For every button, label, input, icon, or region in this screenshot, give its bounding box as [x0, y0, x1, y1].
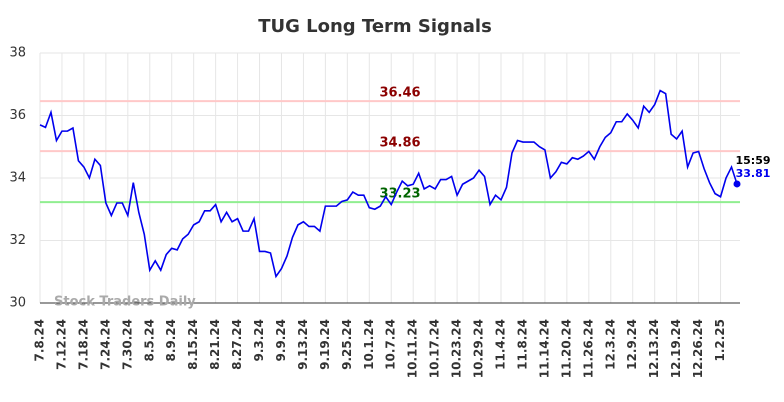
price-line: [39, 89, 738, 279]
x-tick-label: 12.3.24: [603, 319, 617, 370]
last-point: [733, 180, 741, 188]
x-tick-label: 9.13.24: [296, 319, 310, 370]
y-tick-label: 38: [9, 46, 26, 61]
x-tick-label: 10.11.24: [406, 319, 420, 378]
chart-title: TUG Long Term Signals: [258, 16, 492, 37]
reference-label: 36.46: [379, 86, 420, 101]
x-tick-label: 7.24.24: [98, 319, 112, 370]
y-tick-label: 32: [9, 233, 26, 248]
x-tick-label: 11.14.24: [537, 319, 551, 378]
x-tick-label: 9.3.24: [252, 319, 266, 362]
x-tick-label: 8.15.24: [186, 319, 200, 370]
x-tick-label: 10.29.24: [472, 319, 486, 378]
y-tick-label: 36: [9, 108, 26, 123]
x-tick-label: 10.7.24: [384, 319, 398, 370]
last-value: 33.81: [736, 167, 771, 180]
x-tick-label: 10.17.24: [428, 319, 442, 378]
y-tick-label: 30: [9, 296, 26, 311]
x-tick-label: 12.9.24: [625, 319, 639, 370]
x-tick-label: 7.18.24: [76, 319, 90, 370]
x-tick-label: 11.20.24: [559, 319, 573, 378]
x-tick-label: 7.8.24: [33, 319, 47, 362]
x-tick-label: 7.12.24: [54, 319, 68, 370]
x-tick-label: 8.27.24: [230, 319, 244, 370]
x-tick-label: 1.2.25: [713, 319, 727, 362]
x-tick-label: 11.26.24: [581, 319, 595, 378]
x-tick-label: 11.8.24: [515, 319, 529, 370]
x-tick-label: 10.23.24: [450, 319, 464, 378]
last-time: 15:59: [735, 154, 770, 167]
watermark: Stock Traders Daily: [54, 295, 196, 310]
x-tick-label: 12.13.24: [647, 319, 661, 378]
x-tick-label: 8.5.24: [142, 319, 156, 362]
x-tick-label: 11.4.24: [494, 319, 508, 370]
reference-label: 34.86: [379, 136, 420, 151]
x-tick-label: 12.19.24: [669, 319, 683, 378]
x-tick-label: 8.21.24: [208, 319, 222, 370]
x-tick-label: 9.9.24: [274, 319, 288, 362]
x-tick-label: 9.19.24: [318, 319, 332, 370]
x-tick-label: 12.26.24: [691, 319, 705, 378]
x-tick-label: 10.1.24: [362, 319, 376, 370]
x-tick-label: 8.9.24: [164, 319, 178, 362]
reference-label: 33.23: [379, 187, 420, 202]
x-tick-label: 9.25.24: [340, 319, 354, 370]
x-tick-label: 7.30.24: [120, 319, 134, 370]
y-tick-label: 34: [9, 171, 26, 186]
